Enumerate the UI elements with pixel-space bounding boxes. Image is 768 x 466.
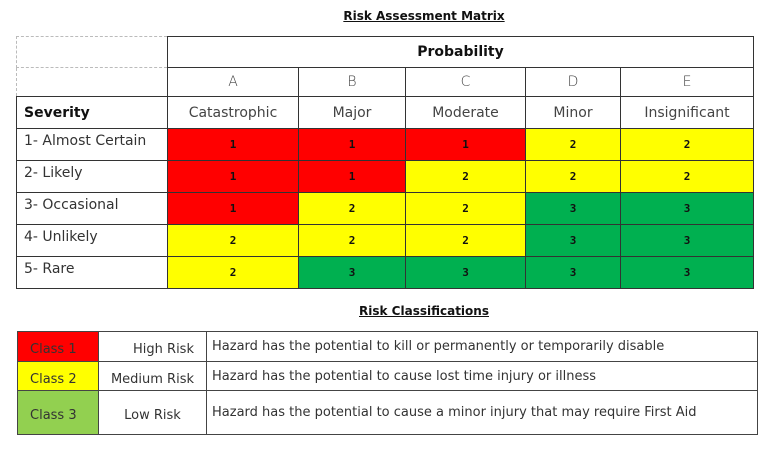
- matrix-row: 2- Likely 1 1 2 2 2: [16, 160, 754, 193]
- matrix-title: Risk Assessment Matrix: [343, 9, 505, 23]
- column-letter: A: [167, 67, 299, 97]
- severity-row-label: 3- Occasional: [16, 192, 168, 225]
- risk-cell: 2: [620, 128, 754, 161]
- risk-cell: 3: [525, 256, 621, 289]
- column-label: Insignificant: [620, 96, 754, 129]
- column-letter: E: [620, 67, 754, 97]
- risk-cell: 2: [298, 224, 406, 257]
- matrix-row: 5- Rare 2 3 3 3 3: [16, 256, 754, 289]
- risk-cell: 1: [298, 160, 406, 193]
- class-label: Class 2: [17, 361, 99, 391]
- severity-header: Severity: [16, 96, 168, 129]
- column-letter: B: [298, 67, 406, 97]
- risk-level: High Risk: [98, 331, 207, 362]
- risk-cell: 1: [167, 192, 299, 225]
- column-letter: D: [525, 67, 621, 97]
- classification-row: Class 3 Low Risk Hazard has the potential …: [17, 390, 758, 435]
- severity-row-label: 4- Unlikely: [16, 224, 168, 257]
- probability-header: Probability: [167, 36, 754, 68]
- column-label: Major: [298, 96, 406, 129]
- risk-cell: 2: [167, 256, 299, 289]
- class-label: Class 1: [17, 331, 99, 362]
- risk-cell: 2: [167, 224, 299, 257]
- risk-cell: 3: [525, 192, 621, 225]
- risk-cell: 3: [620, 256, 754, 289]
- column-letter: C: [405, 67, 526, 97]
- severity-row-label: 5- Rare: [16, 256, 168, 289]
- column-label: Catastrophic: [167, 96, 299, 129]
- empty-corner-cell: [16, 36, 168, 68]
- column-label: Moderate: [405, 96, 526, 129]
- empty-corner-cell: [16, 67, 168, 97]
- risk-level: Medium Risk: [98, 361, 207, 391]
- risk-cell: 1: [167, 128, 299, 161]
- risk-cell: 3: [620, 192, 754, 225]
- severity-row-label: 2- Likely: [16, 160, 168, 193]
- risk-cell: 3: [525, 224, 621, 257]
- risk-cell: 1: [298, 128, 406, 161]
- risk-level: Low Risk: [98, 390, 207, 435]
- risk-cell: 2: [620, 160, 754, 193]
- risk-cell: 1: [405, 128, 526, 161]
- risk-classifications-table: Class 1 High Risk Hazard has the potential…: [17, 331, 758, 435]
- matrix-row: 4- Unlikely 2 2 2 3 3: [16, 224, 754, 257]
- risk-description: Hazard has the potential to kill or perm…: [206, 331, 758, 362]
- classification-row: Class 1 High Risk Hazard has the potential…: [17, 331, 758, 362]
- risk-matrix-table: Probability A B C D E Severity Catastrop…: [16, 36, 754, 289]
- risk-cell: 2: [405, 160, 526, 193]
- risk-cell: 3: [620, 224, 754, 257]
- risk-cell: 2: [525, 128, 621, 161]
- class-label: Class 3: [17, 390, 99, 435]
- risk-cell: 2: [298, 192, 406, 225]
- risk-cell: 3: [405, 256, 526, 289]
- risk-cell: 2: [405, 192, 526, 225]
- risk-cell: 2: [405, 224, 526, 257]
- risk-description: Hazard has the potential to cause lost t…: [206, 361, 758, 391]
- column-label: Minor: [525, 96, 621, 129]
- risk-cell: 3: [298, 256, 406, 289]
- classifications-title: Risk Classifications: [359, 304, 489, 318]
- severity-row-label: 1- Almost Certain: [16, 128, 168, 161]
- risk-cell: 1: [167, 160, 299, 193]
- risk-description: Hazard has the potential to cause a mino…: [206, 390, 758, 435]
- matrix-row: 1- Almost Certain 1 1 1 2 2: [16, 128, 754, 161]
- matrix-row: 3- Occasional 1 2 2 3 3: [16, 192, 754, 225]
- classification-row: Class 2 Medium Risk Hazard has the potenti…: [17, 361, 758, 391]
- risk-cell: 2: [525, 160, 621, 193]
